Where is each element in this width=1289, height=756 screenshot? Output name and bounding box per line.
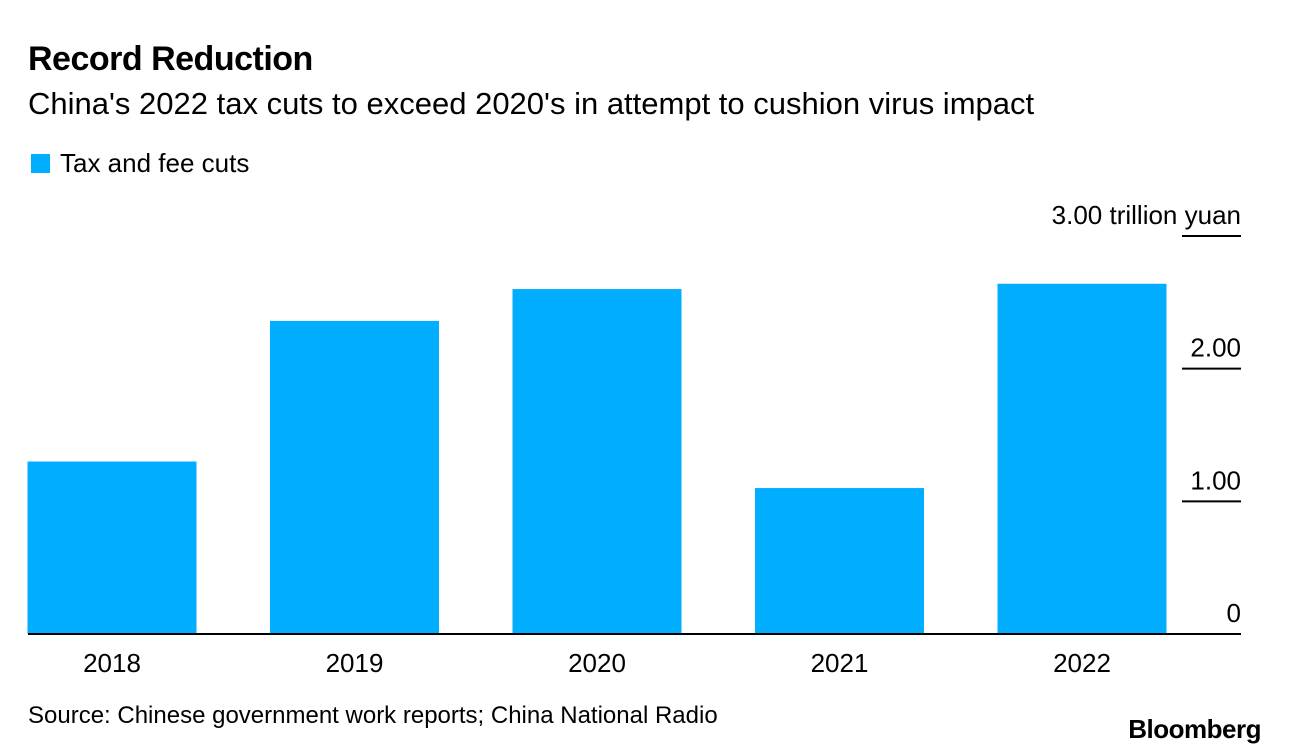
y-tick-label: 2.00 — [1190, 333, 1241, 363]
bar-2019 — [270, 320, 439, 634]
bar-2018 — [27, 461, 197, 634]
bar-2020 — [512, 289, 682, 634]
bar-2022 — [997, 283, 1167, 634]
chart-title: Record Reduction — [28, 40, 313, 78]
x-tick-label-2022: 2022 — [1053, 648, 1111, 678]
y-tick-label: 3.00 trillion yuan — [1052, 200, 1241, 230]
legend-swatch — [31, 153, 50, 173]
bar-2021 — [755, 488, 924, 634]
y-tick-label: 0 — [1227, 598, 1241, 628]
legend-label: Tax and fee cuts — [60, 147, 250, 178]
y-tick-label: 1.00 — [1190, 465, 1241, 495]
chart-subtitle: China's 2022 tax cuts to exceed 2020's i… — [28, 86, 1035, 121]
x-tick-label-2021: 2021 — [811, 648, 869, 678]
y-axis: 0 1.00 2.00 3.00 trillion yuan — [1052, 200, 1241, 628]
bars-group — [27, 283, 1167, 634]
x-tick-label-2019: 2019 — [326, 648, 384, 678]
x-tick-label-2018: 2018 — [83, 648, 141, 678]
x-tick-label-2020: 2020 — [568, 648, 626, 678]
bloomberg-logo: Bloomberg — [1128, 714, 1261, 744]
legend: Tax and fee cuts — [31, 147, 249, 179]
x-axis: 2018 2019 2020 2021 2022 — [83, 648, 1111, 678]
source-note: Source: Chinese government work reports;… — [28, 702, 718, 729]
